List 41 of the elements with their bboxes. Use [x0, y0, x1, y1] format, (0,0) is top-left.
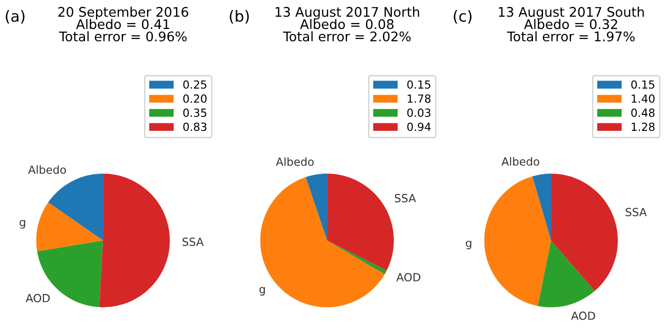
legend-label: 1.28 — [632, 122, 655, 131]
text: g — [466, 240, 472, 250]
pie-slice — [36, 202, 104, 252]
text: (c) — [454, 10, 472, 24]
pie-slice — [484, 176, 552, 306]
text: AOD — [571, 312, 596, 320]
pie-slice — [260, 177, 385, 308]
pie-slice — [538, 240, 595, 308]
text: Albedo — [502, 157, 540, 166]
legend-label: 0.48 — [631, 108, 655, 117]
legend-label: 0.35 — [183, 108, 206, 117]
text: SSA — [394, 194, 416, 202]
text: (a) — [6, 10, 24, 24]
legend-label: 0.94 — [407, 122, 431, 131]
text: g — [259, 287, 265, 296]
pie-slice — [327, 240, 387, 274]
pie-slice — [532, 174, 552, 240]
pie-slice — [48, 174, 104, 240]
text: Albedo — [28, 165, 66, 174]
legend-label: 0.83 — [183, 122, 206, 131]
text: SSA — [626, 208, 647, 216]
legend-label: 0.15 — [631, 80, 654, 89]
text: AOD — [396, 272, 420, 282]
legend-label: 0.03 — [407, 108, 430, 117]
legend-label: 1.78 — [408, 94, 431, 103]
text: g — [20, 220, 26, 229]
pie-slice — [327, 174, 394, 270]
legend-label: 0.15 — [407, 80, 430, 89]
text: (b) — [230, 10, 249, 24]
pie-slice — [99, 174, 170, 308]
chart-title: 13 August 2017 South Albedo = 0.32 Total error = 1.97% — [498, 6, 644, 42]
text: SSA — [182, 238, 204, 246]
pie-slice — [551, 174, 618, 292]
legend-label: 0.20 — [183, 94, 207, 103]
chart-title: 20 September 2016 Albedo = 0.41 Total error = 0.96% — [58, 6, 188, 42]
chart-title: 13 August 2017 North Albedo = 0.08 Total error = 2.02% — [276, 6, 420, 42]
legend-label: 1.40 — [632, 94, 655, 103]
legend-label: 0.25 — [183, 80, 206, 89]
text: AOD — [26, 294, 50, 302]
pie-slice — [306, 174, 328, 240]
text: Albedo — [276, 157, 314, 166]
